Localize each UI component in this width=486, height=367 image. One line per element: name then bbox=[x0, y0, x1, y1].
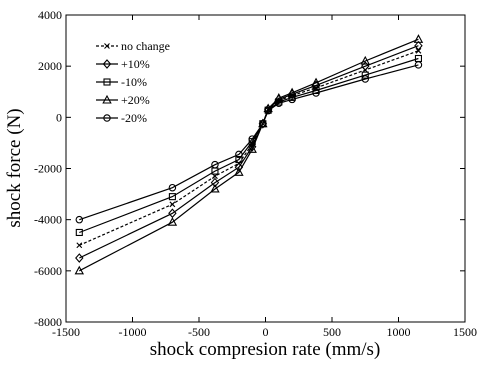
data-point-marker bbox=[361, 75, 369, 83]
y-tick-label: -8000 bbox=[34, 315, 62, 329]
data-point-marker bbox=[312, 89, 320, 97]
data-point-marker bbox=[75, 253, 84, 263]
data-point-marker bbox=[210, 183, 220, 193]
legend-item: -10% bbox=[96, 75, 147, 89]
legend-marker bbox=[103, 114, 111, 122]
y-tick-label: -2000 bbox=[34, 162, 62, 176]
data-point-marker bbox=[361, 61, 370, 72]
y-tick-label: 2000 bbox=[38, 59, 62, 73]
legend-marker bbox=[103, 78, 111, 86]
data-point-marker bbox=[258, 118, 268, 129]
y-axis-ticks: -8000 -6000 -4000 -2000 0 2000 4000 bbox=[34, 8, 465, 329]
series-3 bbox=[74, 34, 424, 275]
data-point-marker bbox=[235, 150, 243, 159]
data-point-marker bbox=[360, 55, 370, 65]
y-tick-label: -4000 bbox=[34, 213, 62, 227]
legend-label: -10% bbox=[121, 75, 147, 89]
x-axis-label: shock compresion rate (mm/s) bbox=[150, 339, 381, 360]
marker-stroke bbox=[104, 43, 110, 49]
legend-item: +20% bbox=[96, 93, 150, 107]
data-point-marker bbox=[210, 177, 220, 188]
x-tick-label: 1000 bbox=[387, 325, 411, 339]
x-tick-label: 0 bbox=[263, 325, 269, 339]
legend-item: no change bbox=[96, 39, 170, 53]
legend-label: +10% bbox=[121, 57, 150, 71]
legend-item: -20% bbox=[96, 111, 147, 125]
data-point-marker bbox=[248, 135, 256, 143]
x-tick-label: -1500 bbox=[52, 325, 80, 339]
legend-marker bbox=[102, 94, 112, 104]
data-point-marker bbox=[413, 34, 424, 43]
series-4 bbox=[75, 61, 423, 224]
data-point-marker bbox=[274, 92, 284, 102]
data-point-marker bbox=[311, 77, 321, 87]
data-point-marker bbox=[235, 155, 243, 164]
data-point-marker bbox=[168, 183, 177, 192]
data-point-marker bbox=[74, 265, 85, 275]
legend-marker bbox=[102, 59, 112, 69]
marker-stroke bbox=[76, 242, 83, 249]
data-point-marker bbox=[415, 47, 422, 54]
y-tick-label: 0 bbox=[56, 110, 62, 124]
legend-label: +20% bbox=[121, 93, 150, 107]
data-point-marker bbox=[414, 40, 423, 51]
data-point-marker bbox=[361, 71, 369, 79]
y-tick-label: 4000 bbox=[38, 8, 62, 22]
data-point-marker bbox=[414, 61, 423, 69]
legend-marker bbox=[104, 43, 110, 49]
data-point-marker bbox=[167, 217, 178, 226]
legend-label: -20% bbox=[121, 111, 147, 125]
data-point-marker bbox=[259, 119, 267, 128]
y-tick-label: -6000 bbox=[34, 264, 62, 278]
marker-stroke bbox=[415, 47, 422, 54]
data-point-marker bbox=[169, 201, 176, 208]
data-point-marker bbox=[75, 215, 84, 224]
data-point-marker bbox=[264, 106, 272, 115]
legend-label: no change bbox=[121, 39, 170, 53]
x-tick-label: 500 bbox=[323, 325, 341, 339]
x-axis-ticks: -1500 -1000 -500 0 500 1000 1500 bbox=[52, 15, 477, 339]
y-axis-label: shock force (N) bbox=[4, 108, 25, 227]
marker-stroke bbox=[169, 201, 176, 208]
series-layer bbox=[74, 34, 424, 275]
data-point-marker bbox=[247, 144, 257, 153]
x-tick-label: 1500 bbox=[453, 325, 477, 339]
data-point-marker bbox=[168, 193, 176, 201]
x-tick-label: -1000 bbox=[119, 325, 147, 339]
series-line bbox=[79, 64, 419, 221]
data-point-marker bbox=[288, 95, 296, 104]
data-point-marker bbox=[75, 228, 83, 237]
data-point-marker bbox=[211, 160, 219, 169]
x-tick-label: -500 bbox=[188, 325, 210, 339]
data-point-marker bbox=[275, 99, 283, 108]
data-point-marker bbox=[234, 167, 244, 176]
legend: no change +10% -10% +20% -20% bbox=[96, 39, 170, 125]
legend-item: +10% bbox=[96, 57, 150, 71]
data-point-marker bbox=[76, 242, 83, 249]
data-point-marker bbox=[414, 54, 423, 63]
